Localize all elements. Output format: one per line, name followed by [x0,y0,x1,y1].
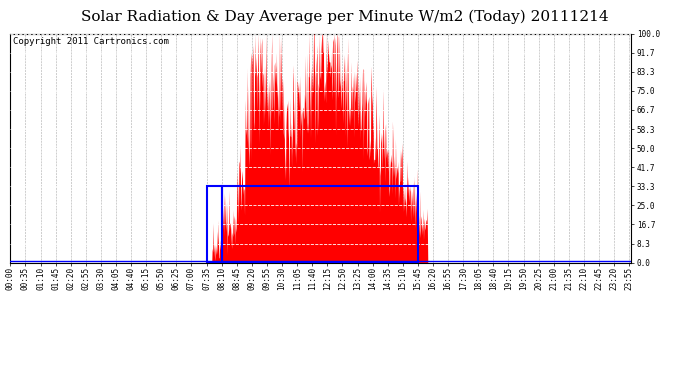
Text: Solar Radiation & Day Average per Minute W/m2 (Today) 20111214: Solar Radiation & Day Average per Minute… [81,9,609,24]
Bar [206,186,221,262]
Text: Copyright 2011 Cartronics.com: Copyright 2011 Cartronics.com [14,37,169,46]
Bar [221,186,418,262]
